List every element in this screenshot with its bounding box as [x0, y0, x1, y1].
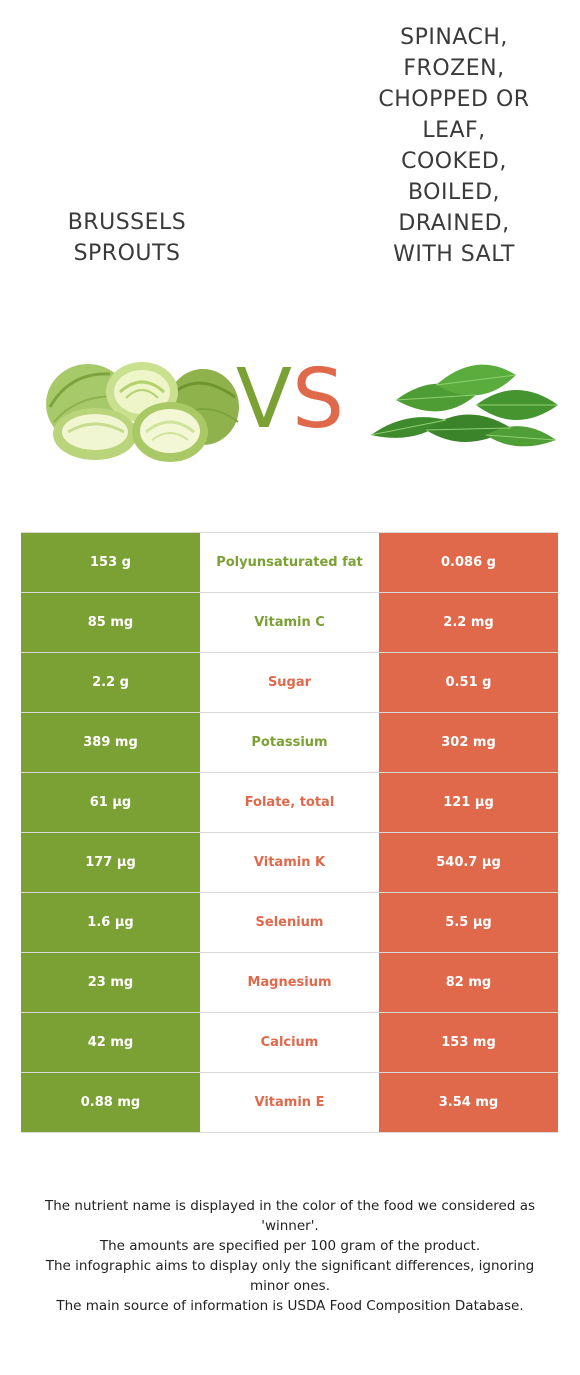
footnote-line: The amounts are specified per 100 gram o… [99, 1238, 481, 1254]
vs-s: S [292, 352, 345, 447]
nutrient-name: Vitamin K [200, 833, 379, 892]
right-value: 153 mg [379, 1013, 558, 1072]
right-value: 82 mg [379, 953, 558, 1012]
left-value: 2.2 g [21, 653, 200, 712]
nutrient-name: Selenium [200, 893, 379, 952]
left-value: 177 µg [21, 833, 200, 892]
nutrient-name: Calcium [200, 1013, 379, 1072]
vs-v: V [235, 352, 293, 447]
spinach-leaves-image [370, 364, 558, 447]
footnote-line: The main source of information is USDA F… [56, 1298, 524, 1314]
nutrient-comparison-table: 153 g Polyunsaturated fat 0.086 g 85 mg Vita… [21, 532, 558, 1133]
left-value: 42 mg [21, 1013, 200, 1072]
right-value: 2.2 mg [379, 593, 558, 652]
left-value: 0.88 mg [21, 1073, 200, 1132]
footnote: The nutrient name is displayed in the co… [30, 1196, 550, 1316]
table-row: 42 mg Calcium 153 mg [21, 1013, 558, 1073]
nutrient-name: Sugar [200, 653, 379, 712]
nutrient-name: Magnesium [200, 953, 379, 1012]
right-value: 0.51 g [379, 653, 558, 712]
food-title-right: Spinach, frozen, chopped or leaf, cooked… [378, 25, 530, 267]
right-value: 121 µg [379, 773, 558, 832]
nutrient-name: Vitamin E [200, 1073, 379, 1132]
left-value: 1.6 µg [21, 893, 200, 952]
left-value: 23 mg [21, 953, 200, 1012]
left-value: 61 µg [21, 773, 200, 832]
nutrient-name: Polyunsaturated fat [200, 533, 379, 592]
nutrient-name: Folate, total [200, 773, 379, 832]
table-row: 61 µg Folate, total 121 µg [21, 773, 558, 833]
brussels-sprouts-image [46, 362, 239, 462]
left-value: 389 mg [21, 713, 200, 772]
right-value: 5.5 µg [379, 893, 558, 952]
table-row: 2.2 g Sugar 0.51 g [21, 653, 558, 713]
right-value: 3.54 mg [379, 1073, 558, 1132]
table-row: 153 g Polyunsaturated fat 0.086 g [21, 533, 558, 593]
table-row: 177 µg Vitamin K 540.7 µg [21, 833, 558, 893]
right-value: 0.086 g [379, 533, 558, 592]
footnote-line: The nutrient name is displayed in the co… [44, 1198, 536, 1234]
nutrient-name: Potassium [200, 713, 379, 772]
left-value: 85 mg [21, 593, 200, 652]
right-value: 302 mg [379, 713, 558, 772]
table-row: 0.88 mg Vitamin E 3.54 mg [21, 1073, 558, 1133]
table-row: 85 mg Vitamin C 2.2 mg [21, 593, 558, 653]
table-row: 389 mg Potassium 302 mg [21, 713, 558, 773]
table-row: 23 mg Magnesium 82 mg [21, 953, 558, 1013]
right-value: 540.7 µg [379, 833, 558, 892]
food-title-left: Brussels sprouts [67, 210, 187, 266]
table-row: 1.6 µg Selenium 5.5 µg [21, 893, 558, 953]
footnote-line: The infographic aims to display only the… [45, 1258, 535, 1294]
left-value: 153 g [21, 533, 200, 592]
nutrient-name: Vitamin C [200, 593, 379, 652]
